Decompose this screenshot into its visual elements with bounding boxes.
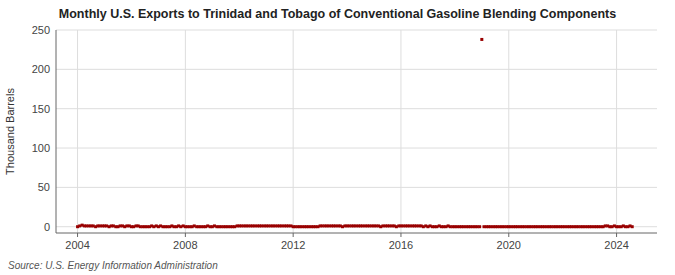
y-axis-label: Thousand Barrels (4, 88, 16, 175)
x-tick-label: 2012 (281, 239, 305, 251)
x-grid-line (400, 30, 401, 233)
x-tick-label: 2024 (604, 239, 628, 251)
x-tick (508, 233, 509, 237)
chart: Monthly U.S. Exports to Trinidad and Tob… (0, 0, 675, 275)
y-grid-line (56, 148, 657, 149)
y-tick-label: 150 (32, 103, 50, 115)
x-tick (185, 233, 186, 237)
x-grid-line (77, 30, 78, 233)
x-grid-line (616, 30, 617, 233)
y-grid-line (56, 30, 657, 31)
point (478, 225, 481, 228)
x-tick-label: 2020 (497, 239, 521, 251)
grid (56, 30, 657, 233)
x-tick (616, 233, 617, 237)
x-tick-label: 2008 (173, 239, 197, 251)
y-tick-label: 50 (38, 181, 50, 193)
x-tick-label: 2004 (65, 239, 89, 251)
y-tick-label: 100 (32, 142, 50, 154)
point (631, 225, 634, 228)
x-axis-line (56, 233, 657, 234)
x-tick-label: 2016 (389, 239, 413, 251)
y-tick-label: 250 (32, 24, 50, 36)
x-grid-line (293, 30, 294, 233)
x-tick (77, 233, 78, 237)
y-grid-line (56, 187, 657, 188)
title: Monthly U.S. Exports to Trinidad and Tob… (59, 7, 616, 21)
x-grid-line (508, 30, 509, 233)
y-tick-label: 0 (44, 221, 50, 233)
y-grid-line (56, 69, 657, 70)
y-axis-line (56, 30, 57, 233)
points (76, 38, 634, 228)
point (480, 38, 483, 41)
y-grid-line (56, 108, 657, 109)
axes: 0 50 100 150 200 250 2004 2008 2012 2016 2020 2024 (32, 24, 657, 251)
y-tick-label: 200 (32, 63, 50, 75)
x-tick (400, 233, 401, 237)
x-grid-line (185, 30, 186, 233)
x-tick (293, 233, 294, 237)
source: Source: U.S. Energy Information Administ… (8, 260, 218, 271)
